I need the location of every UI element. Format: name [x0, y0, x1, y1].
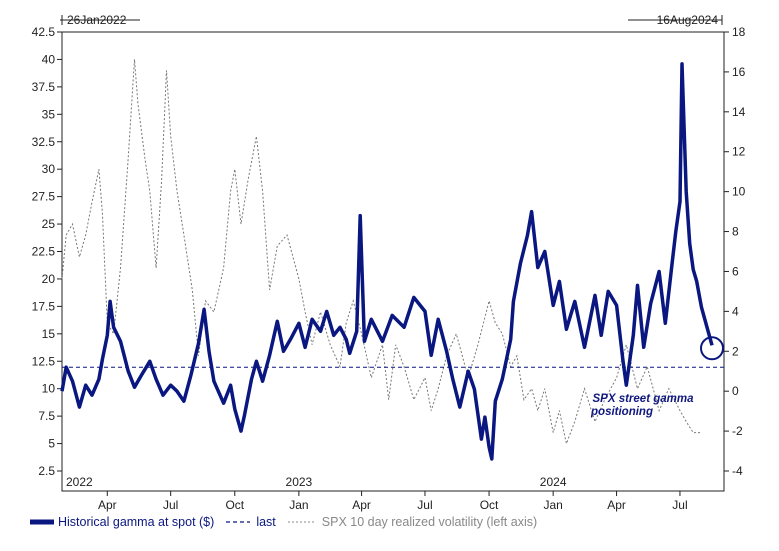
right-tick-label: 14: [732, 105, 746, 119]
right-tick-label: 12: [732, 145, 746, 159]
year-label: 2023: [286, 475, 313, 489]
right-tick-label: 8: [732, 225, 739, 239]
annotation-line-1: SPX street gamma: [593, 393, 695, 405]
series-realized-volatility: [61, 59, 702, 446]
x-tick-label: Oct: [225, 498, 244, 512]
x-tick-label: Jul: [163, 498, 178, 512]
year-label: 2024: [540, 475, 567, 489]
right-tick-label: 10: [732, 185, 746, 199]
left-tick-label: 37.5: [32, 80, 56, 94]
volatility-line: [61, 59, 702, 446]
legend-swatch-volatility: [287, 521, 316, 523]
left-tick-label: 40: [42, 52, 56, 66]
right-tick-label: 6: [732, 264, 739, 278]
right-axis: -4 -2 0 2 4 6 8 10 12 14 16 18: [724, 25, 746, 478]
plot-frame: [61, 31, 725, 492]
right-tick-label: 16: [732, 65, 746, 79]
legend: Historical gamma at spot ($) last SPX 10…: [30, 512, 537, 532]
x-tick-label: Apr: [352, 498, 371, 512]
legend-swatch-last: [226, 521, 251, 523]
left-tick-label: 22.5: [32, 245, 56, 259]
x-tick-label: Apr: [607, 498, 626, 512]
year-label: 2022: [66, 475, 93, 489]
legend-label-volatility: SPX 10 day realized volatility (left axi…: [321, 515, 538, 529]
x-axis: Apr Jul Oct Jan Apr Jul Oct Jan Apr Jul 2022 2023 20…: [66, 475, 688, 512]
plot-border: [61, 31, 725, 492]
legend-swatch-gamma: [30, 519, 54, 525]
left-tick-label: 27.5: [32, 190, 56, 204]
x-tick-label: Jul: [417, 498, 432, 512]
left-tick-label: 5: [48, 437, 55, 451]
left-tick-label: 15: [42, 327, 56, 341]
legend-label-gamma: Historical gamma at spot ($): [58, 515, 215, 529]
left-tick-label: 42.5: [32, 25, 56, 39]
left-tick-label: 17.5: [32, 299, 56, 313]
x-tick-label: Jul: [672, 498, 687, 512]
left-tick-label: 12.5: [32, 354, 56, 368]
series-gamma: [60, 62, 714, 461]
right-tick-label: -4: [732, 464, 743, 478]
left-tick-label: 2.5: [38, 464, 55, 478]
left-tick-label: 25: [42, 217, 56, 231]
flag-start-date: 26Jan2022: [67, 13, 127, 27]
x-tick-label: Apr: [98, 498, 117, 512]
left-axis: 2.5 5 7.5 10 12.5 15 17.5 20 22.5 25 27.5 30 32.5 35 3…: [32, 25, 62, 478]
flag-end-date: 16Aug2024: [657, 13, 719, 27]
right-tick-label: 2: [732, 344, 739, 358]
annotation-circle: [700, 336, 724, 361]
left-tick-label: 30: [42, 162, 56, 176]
right-tick-label: 0: [732, 384, 739, 398]
x-tick-label: Jan: [289, 498, 308, 512]
left-tick-label: 10: [42, 382, 56, 396]
gamma-line: [60, 62, 714, 461]
left-tick-label: 35: [42, 107, 56, 121]
right-tick-label: 18: [732, 25, 746, 39]
annotation-line-2: positioning: [590, 406, 653, 418]
left-tick-label: 20: [42, 272, 56, 286]
left-tick-label: 7.5: [38, 409, 55, 423]
right-tick-label: 4: [732, 304, 739, 318]
date-range-flags: 26Jan2022 16Aug2024: [60, 13, 723, 27]
x-tick-label: Oct: [480, 498, 499, 512]
legend-label-last: last: [256, 515, 276, 529]
left-tick-label: 32.5: [32, 135, 56, 149]
x-tick-label: Jan: [543, 498, 562, 512]
right-tick-label: -2: [732, 424, 743, 438]
